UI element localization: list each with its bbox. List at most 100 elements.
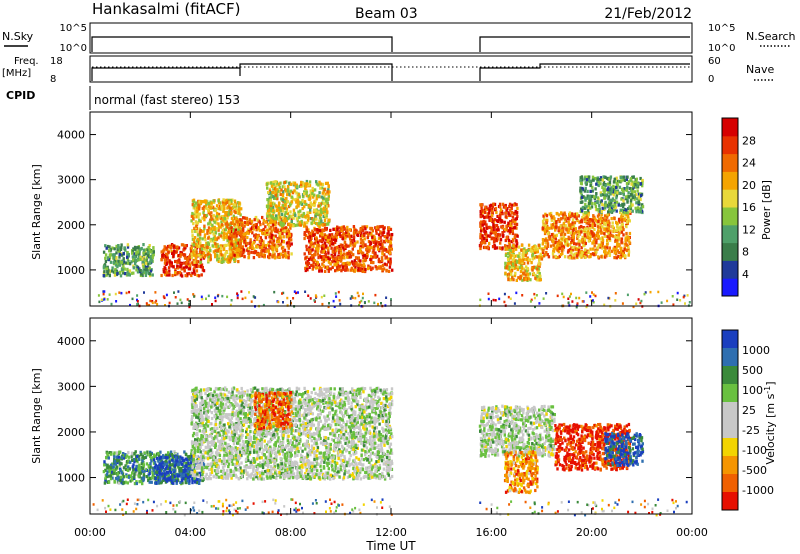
heatmap-cell: [515, 211, 518, 215]
heatmap-cell: [117, 481, 120, 485]
heatmap-cell: [226, 198, 230, 202]
heatmap-cell: [603, 255, 607, 259]
heatmap-cell: [509, 208, 512, 212]
heatmap-cell: [240, 223, 243, 227]
heatmap-cell: [546, 232, 550, 236]
heatmap-cell: [125, 273, 129, 277]
heatmap-cell: [379, 231, 383, 235]
heatmap-cell: [286, 189, 290, 193]
heatmap-cell: [186, 259, 189, 263]
heatmap-cell: [635, 201, 638, 205]
heatmap-cell: [599, 216, 603, 220]
heatmap-cell: [204, 253, 207, 258]
heatmap-cell: [300, 202, 304, 206]
heatmap-cell: [587, 213, 590, 217]
heatmap-cell: [279, 220, 282, 225]
heatmap-cell: [145, 271, 148, 275]
heatmap-cell: [216, 294, 219, 298]
heatmap-cell: [319, 234, 322, 238]
heatmap-cell: [146, 247, 149, 251]
heatmap-cell: [214, 255, 217, 259]
heatmap-cell: [596, 177, 599, 182]
heatmap-cell: [108, 274, 111, 278]
heatmap-cell: [316, 231, 319, 235]
heatmap-cell: [339, 259, 343, 263]
heatmap-cell: [601, 239, 605, 243]
heatmap-cell: [506, 262, 510, 266]
heatmap-cell: [319, 186, 322, 190]
heatmap-cell: [587, 229, 590, 233]
heatmap-cell: [491, 204, 495, 208]
heatmap-cell: [126, 245, 130, 249]
heatmap-cell: [542, 297, 545, 300]
heatmap-cell: [171, 273, 174, 278]
heatmap-cell: [177, 254, 180, 258]
heatmap-cell: [617, 203, 620, 207]
heatmap-cell: [321, 186, 324, 190]
heatmap-cell: [318, 180, 321, 184]
heatmap-cell: [261, 254, 264, 258]
heatmap-cell: [198, 218, 201, 222]
heatmap-cell: [385, 263, 388, 267]
heatmap-cell: [319, 217, 322, 221]
heatmap-cell: [199, 260, 202, 264]
heatmap-cell: [141, 263, 145, 267]
heatmap-cell: [535, 250, 539, 254]
heatmap-cell: [358, 230, 361, 234]
heatmap-cell: [578, 232, 581, 236]
heatmap-cell: [492, 240, 496, 244]
heatmap-cell: [209, 218, 212, 222]
heatmap-cell: [145, 258, 148, 262]
heatmap-cell: [285, 232, 289, 236]
heatmap-cell: [577, 248, 581, 252]
heatmap-cell: [623, 247, 626, 251]
heatmap-cell: [215, 227, 219, 231]
heatmap-cell: [132, 247, 135, 251]
heatmap-cell: [372, 261, 375, 265]
heatmap-cell: [250, 219, 254, 223]
heatmap-cell: [316, 228, 319, 232]
heatmap-cell: [627, 180, 631, 184]
heatmap-cell: [126, 254, 129, 258]
heatmap-cell: [504, 211, 508, 215]
heatmap-cell: [242, 236, 245, 240]
heatmap-cell: [329, 267, 333, 271]
heatmap-cell: [190, 250, 193, 254]
heatmap-cell: [256, 252, 259, 256]
heatmap-cell: [354, 266, 357, 270]
heatmap-cell: [225, 198, 228, 202]
heatmap-cell: [323, 241, 327, 245]
heatmap-cell: [338, 267, 341, 271]
heatmap-cell: [211, 205, 215, 209]
heatmap-cell: [564, 217, 567, 221]
heatmap-cell: [552, 235, 555, 239]
heatmap-cell: [296, 194, 299, 199]
heatmap-cell: [499, 238, 503, 242]
heatmap-cell: [682, 295, 685, 299]
heatmap-cell: [278, 232, 281, 236]
heatmap-cell: [136, 300, 139, 303]
heatmap-cell: [304, 256, 307, 260]
heatmap-cell: [142, 251, 145, 255]
heatmap-cell: [194, 250, 197, 254]
heatmap-cell: [485, 235, 488, 239]
heatmap-cell: [193, 215, 196, 219]
heatmap-cell: [306, 235, 310, 240]
heatmap-cell: [508, 265, 511, 269]
heatmap-cell: [307, 294, 310, 297]
heatmap-cell: [287, 244, 290, 248]
heatmap-cell: [208, 246, 212, 250]
heatmap-cell: [505, 236, 508, 240]
heatmap-cell: [377, 302, 379, 306]
heatmap-cell: [617, 237, 620, 241]
heatmap-cell: [148, 272, 151, 276]
heatmap-cell: [542, 249, 545, 253]
heatmap-cell: [332, 237, 336, 242]
heatmap-cell: [152, 250, 155, 254]
heatmap-cell: [620, 179, 623, 183]
heatmap-cell: [215, 214, 219, 218]
heatmap-cell: [113, 259, 117, 263]
heatmap-cell: [386, 234, 389, 238]
heatmap-cell: [276, 189, 280, 193]
heatmap-cell: [639, 182, 642, 186]
